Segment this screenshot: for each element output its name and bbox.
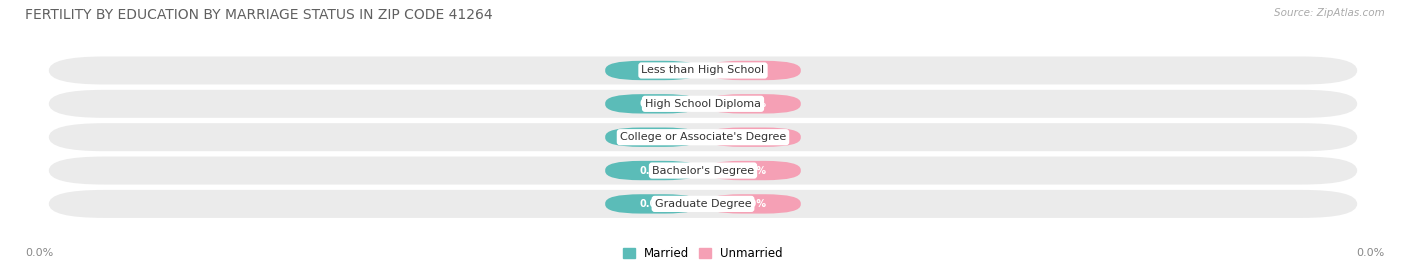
Legend: Married, Unmarried: Married, Unmarried <box>623 247 783 260</box>
FancyBboxPatch shape <box>605 161 700 180</box>
FancyBboxPatch shape <box>49 123 1357 151</box>
Text: 0.0%: 0.0% <box>740 165 766 176</box>
Text: 0.0%: 0.0% <box>740 99 766 109</box>
Text: 0.0%: 0.0% <box>640 65 666 76</box>
Text: 0.0%: 0.0% <box>25 248 53 258</box>
Text: Bachelor's Degree: Bachelor's Degree <box>652 165 754 176</box>
Text: 0.0%: 0.0% <box>640 99 666 109</box>
FancyBboxPatch shape <box>49 157 1357 185</box>
Text: Graduate Degree: Graduate Degree <box>655 199 751 209</box>
Text: Less than High School: Less than High School <box>641 65 765 76</box>
FancyBboxPatch shape <box>49 190 1357 218</box>
Text: High School Diploma: High School Diploma <box>645 99 761 109</box>
FancyBboxPatch shape <box>706 94 801 114</box>
Text: Source: ZipAtlas.com: Source: ZipAtlas.com <box>1274 8 1385 18</box>
FancyBboxPatch shape <box>706 128 801 147</box>
Text: 0.0%: 0.0% <box>740 65 766 76</box>
FancyBboxPatch shape <box>49 56 1357 84</box>
Text: 0.0%: 0.0% <box>640 165 666 176</box>
FancyBboxPatch shape <box>49 90 1357 118</box>
FancyBboxPatch shape <box>605 94 700 114</box>
Text: FERTILITY BY EDUCATION BY MARRIAGE STATUS IN ZIP CODE 41264: FERTILITY BY EDUCATION BY MARRIAGE STATU… <box>25 8 494 22</box>
Text: College or Associate's Degree: College or Associate's Degree <box>620 132 786 142</box>
FancyBboxPatch shape <box>706 194 801 214</box>
Text: 0.0%: 0.0% <box>740 132 766 142</box>
Text: 0.0%: 0.0% <box>1357 248 1385 258</box>
FancyBboxPatch shape <box>605 194 700 214</box>
FancyBboxPatch shape <box>605 128 700 147</box>
FancyBboxPatch shape <box>706 61 801 80</box>
FancyBboxPatch shape <box>605 61 700 80</box>
Text: 0.0%: 0.0% <box>640 132 666 142</box>
Text: 0.0%: 0.0% <box>640 199 666 209</box>
Text: 0.0%: 0.0% <box>740 199 766 209</box>
FancyBboxPatch shape <box>706 161 801 180</box>
